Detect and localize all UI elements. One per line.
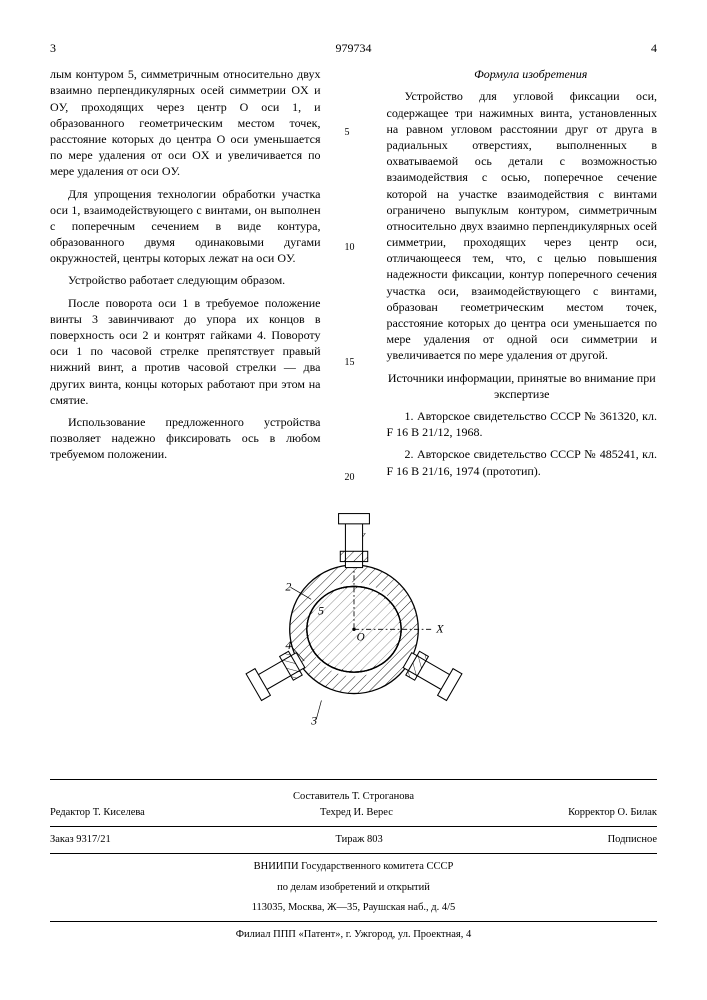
- ref-2: 2: [285, 579, 291, 593]
- techred: Техред И. Верес: [320, 806, 393, 820]
- left-p5: Использование предложенного устройства п…: [50, 414, 321, 463]
- left-column: лым контуром 5, симметричным относительн…: [50, 66, 321, 485]
- left-p3: Устройство работает следующим образом.: [50, 272, 321, 288]
- line-number-gutter: 5 10 15 20: [345, 66, 363, 485]
- cross-section-svg: Y X O 2 4 3 5: [224, 505, 484, 745]
- ref-5: 5: [318, 603, 324, 617]
- line-marker: 10: [345, 241, 363, 255]
- text-columns: лым контуром 5, симметричным относительн…: [50, 66, 657, 485]
- page-num-left: 3: [50, 40, 90, 56]
- page-num-right: 4: [617, 40, 657, 56]
- line-marker: 15: [345, 356, 363, 370]
- address-1: 113035, Москва, Ж—35, Раушская наб., д. …: [50, 901, 657, 915]
- subscription: Подписное: [608, 833, 657, 847]
- left-p2: Для упрощения технологии обработки участ…: [50, 186, 321, 267]
- address-2: Филиал ППП «Патент», г. Ужгород, ул. Про…: [50, 928, 657, 942]
- origin-label: O: [356, 631, 364, 643]
- order-num: Заказ 9317/21: [50, 833, 111, 847]
- page-header: 3 979734 4: [50, 40, 657, 56]
- sources-heading: Источники информации, принятые во вниман…: [387, 370, 658, 402]
- line-marker: 5: [345, 126, 363, 140]
- line-marker: 20: [345, 471, 363, 485]
- tirazh: Тираж 803: [335, 833, 382, 847]
- axis-x-label: X: [435, 621, 444, 635]
- composer: Составитель Т. Строганова: [293, 790, 414, 804]
- left-p4: После поворота оси 1 в требуемое положен…: [50, 295, 321, 408]
- source-2: 2. Авторское свидетельство СССР № 485241…: [387, 446, 658, 478]
- imprint-footer: Составитель Т. Строганова Редактор Т. Ки…: [50, 779, 657, 942]
- claims-heading: Формула изобретения: [387, 66, 658, 82]
- ref-3: 3: [310, 713, 317, 727]
- figure-diagram: Y X O 2 4 3 5: [50, 505, 657, 749]
- doc-number: 979734: [90, 40, 617, 56]
- org-line-1: ВНИИПИ Государственного комитета СССР: [50, 860, 657, 874]
- left-p1: лым контуром 5, симметричным относительн…: [50, 66, 321, 179]
- editor: Редактор Т. Киселева: [50, 806, 145, 820]
- corrector: Корректор О. Билак: [568, 806, 657, 820]
- ref-4: 4: [285, 638, 291, 652]
- org-line-2: по делам изобретений и открытий: [50, 881, 657, 895]
- right-p1: Устройство для угловой фиксации оси, сод…: [387, 88, 658, 363]
- right-column: Формула изобретения Устройство для углов…: [387, 66, 658, 485]
- source-1: 1. Авторское свидетельство СССР № 361320…: [387, 408, 658, 440]
